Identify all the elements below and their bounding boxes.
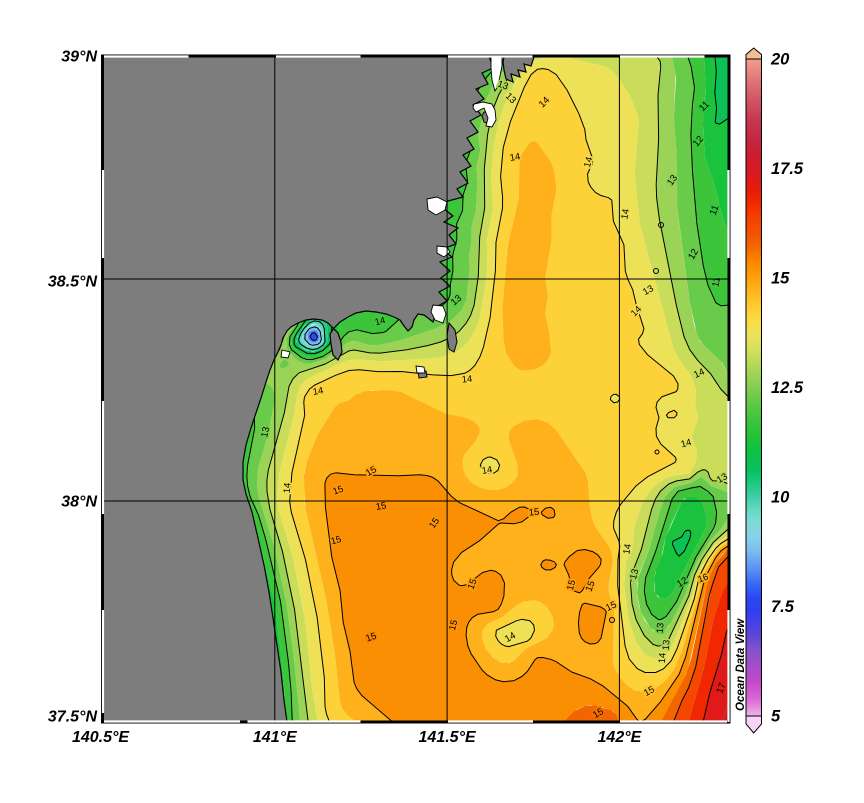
svg-text:7.5: 7.5 [771,598,795,616]
svg-text:15: 15 [330,534,343,547]
svg-text:12.5: 12.5 [771,379,804,397]
svg-text:14: 14 [582,156,595,169]
svg-text:14: 14 [657,652,669,663]
svg-text:Ocean Data View: Ocean Data View [735,618,747,711]
svg-text:140.5°E: 140.5°E [72,729,130,746]
svg-text:141.5°E: 141.5°E [419,729,477,746]
svg-text:13: 13 [655,622,667,633]
svg-text:16: 16 [696,572,710,586]
svg-text:10: 10 [771,489,790,507]
svg-text:15: 15 [565,579,578,592]
svg-text:20: 20 [770,51,790,69]
svg-text:14: 14 [481,464,493,477]
svg-text:14: 14 [680,437,693,450]
svg-text:38°N: 38°N [61,494,97,511]
svg-text:14: 14 [621,543,634,555]
svg-text:14: 14 [282,482,294,493]
svg-text:39°N: 39°N [61,49,97,66]
svg-text:141°E: 141°E [253,729,298,746]
svg-text:13: 13 [661,639,673,650]
svg-text:15: 15 [375,500,387,513]
svg-text:17.5: 17.5 [771,160,804,178]
svg-text:13: 13 [628,568,641,581]
svg-text:17: 17 [715,681,729,695]
svg-text:14: 14 [312,385,324,398]
svg-text:38.5°N: 38.5°N [48,274,98,291]
svg-text:5: 5 [771,708,781,726]
svg-text:37.5°N: 37.5°N [48,709,98,726]
svg-text:14: 14 [374,315,387,328]
svg-text:15: 15 [528,507,539,519]
svg-text:14: 14 [619,208,632,220]
svg-text:11: 11 [710,276,723,288]
svg-text:15: 15 [584,579,598,593]
svg-text:15: 15 [447,619,460,632]
svg-text:13: 13 [259,426,272,439]
svg-text:14: 14 [509,151,521,164]
svg-text:15: 15 [771,270,790,288]
svg-text:142°E: 142°E [598,729,643,746]
svg-text:14: 14 [461,374,472,386]
